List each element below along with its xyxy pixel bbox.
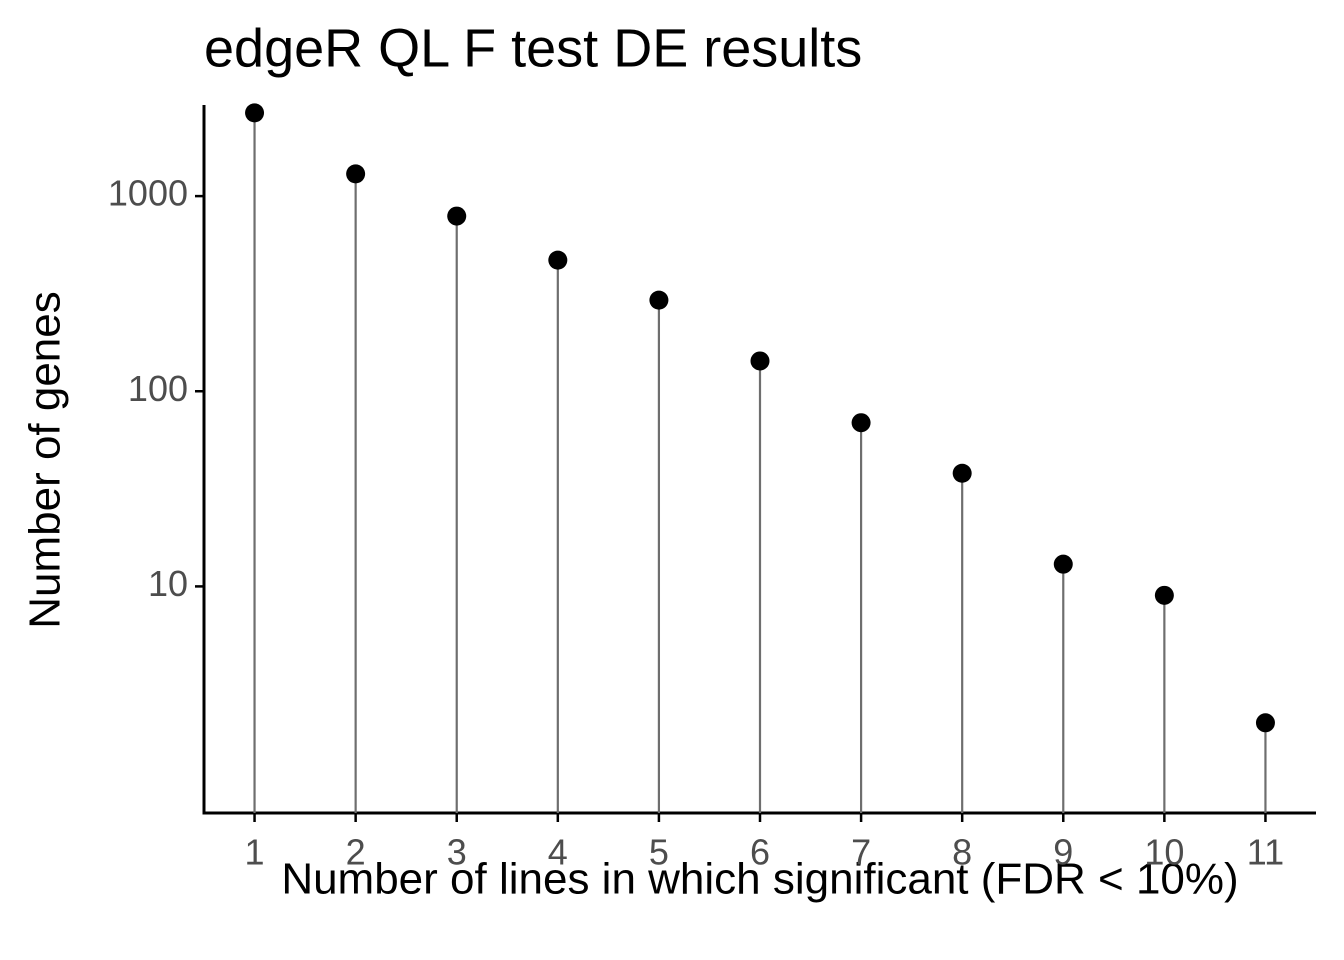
point — [1154, 585, 1174, 605]
point — [1053, 554, 1073, 574]
y-tick-label: 1000 — [108, 173, 188, 214]
y-axis-label: Number of genes — [21, 291, 70, 629]
point — [649, 290, 669, 310]
point — [548, 250, 568, 270]
x-tick-label: 4 — [548, 832, 568, 873]
point — [245, 103, 265, 123]
x-tick-label: 3 — [447, 832, 467, 873]
point — [346, 164, 366, 184]
x-tick-label: 8 — [952, 832, 972, 873]
y-tick-label: 100 — [128, 368, 188, 409]
point — [851, 413, 871, 433]
x-tick-label: 7 — [851, 832, 871, 873]
point — [447, 206, 467, 226]
x-axis-label: Number of lines in which significant (FD… — [281, 855, 1238, 904]
x-tick-label: 1 — [245, 832, 265, 873]
x-tick-label: 10 — [1144, 832, 1184, 873]
x-tick-label: 2 — [346, 832, 366, 873]
point — [750, 351, 770, 371]
point — [1255, 713, 1275, 733]
y-tick-label: 10 — [148, 563, 188, 604]
x-tick-label: 6 — [750, 832, 770, 873]
x-tick-label: 9 — [1053, 832, 1073, 873]
chart-title: edgeR QL F test DE results — [204, 18, 862, 78]
x-tick-label: 5 — [649, 832, 669, 873]
x-tick-label: 11 — [1247, 832, 1284, 873]
point — [952, 463, 972, 483]
